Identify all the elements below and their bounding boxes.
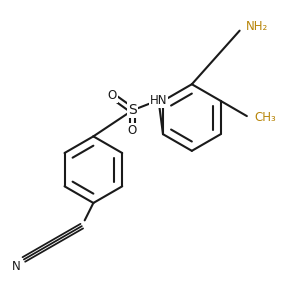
Text: S: S	[128, 103, 137, 117]
Text: O: O	[128, 124, 137, 137]
Text: HN: HN	[150, 94, 167, 107]
Text: CH₃: CH₃	[254, 111, 276, 124]
Text: N: N	[12, 260, 21, 273]
Text: NH₂: NH₂	[245, 20, 268, 33]
Text: O: O	[108, 89, 117, 102]
